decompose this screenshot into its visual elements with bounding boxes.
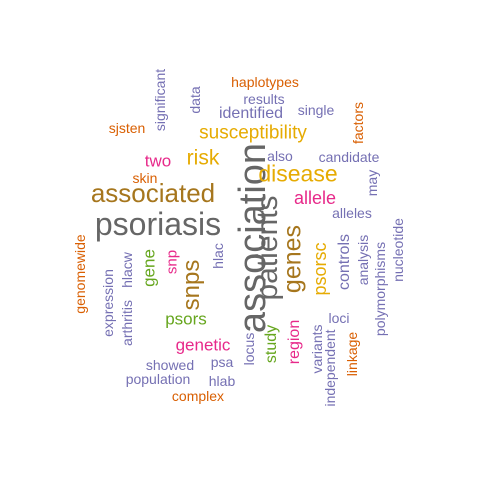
word-complex: complex [171, 388, 225, 404]
word-psors: psors [165, 309, 207, 329]
word-risk: risk [186, 146, 220, 170]
word-data: data [187, 86, 203, 114]
word-alleles: alleles [332, 205, 372, 221]
word-results: results [243, 91, 285, 107]
word-factors: factors [350, 101, 366, 145]
word-significant: significant [152, 68, 168, 132]
word-genomewide: genomewide [72, 234, 88, 314]
word-disease: disease [258, 160, 338, 187]
word-nucleotide: nucleotide [390, 218, 406, 282]
word-identified: identified [218, 105, 284, 122]
word-psa: psa [210, 354, 234, 370]
word-susceptibility: susceptibility [199, 122, 307, 144]
word-single: single [297, 102, 335, 118]
word-snp: snp [163, 249, 181, 275]
word-genes: genes [278, 224, 307, 294]
word-sjsten: sjsten [108, 120, 146, 136]
word-hlac: hlac [210, 243, 226, 269]
word-loci: loci [328, 310, 350, 326]
word-analysis: analysis [355, 234, 371, 286]
word-independent: independent [322, 329, 338, 407]
word-hlab: hlab [208, 373, 236, 389]
word-associated: associated [90, 178, 216, 208]
word-hlacw: hlacw [119, 252, 135, 288]
word-allele: allele [293, 188, 337, 208]
word-study: study [263, 324, 280, 364]
word-population: population [125, 371, 191, 387]
word-also: also [267, 148, 293, 164]
word-snps: snps [178, 259, 205, 311]
word-controls: controls [336, 233, 353, 291]
word-haplotypes: haplotypes [231, 74, 299, 90]
word-polymorphisms: polymorphisms [372, 241, 388, 337]
word-expression: expression [100, 269, 116, 337]
word-region: region [286, 319, 303, 365]
word-skin: skin [132, 170, 158, 186]
word-candidate: candidate [318, 149, 380, 165]
word-arthritis: arthritis [119, 300, 135, 346]
word-locus: locus [241, 332, 257, 366]
word-linkage: linkage [344, 331, 360, 377]
word-may: may [364, 169, 380, 197]
word-two: two [144, 151, 172, 171]
word-gene: gene [139, 249, 159, 287]
word-psoriasis: psoriasis [94, 206, 222, 242]
word-showed: showed [145, 357, 195, 373]
word-genetic: genetic [175, 335, 231, 355]
word-psorsc: psorsc [310, 242, 330, 296]
